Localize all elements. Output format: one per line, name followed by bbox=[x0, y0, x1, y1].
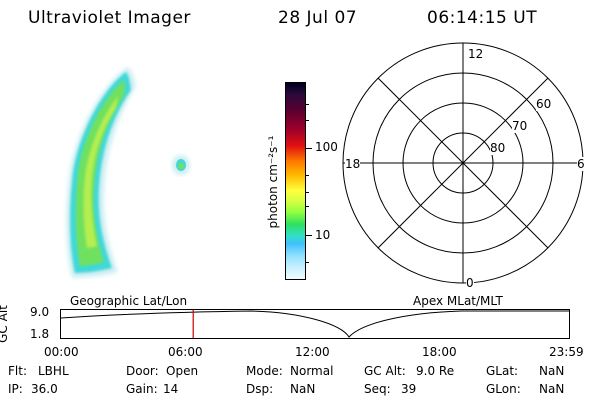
colorbar-minor-tick bbox=[306, 175, 309, 176]
observation-date: 28 Jul 07 bbox=[278, 8, 358, 28]
timeline-xtick-0000: 00:00 bbox=[44, 345, 79, 359]
door-value: Open bbox=[166, 364, 199, 378]
mlt-label-6: 6 bbox=[577, 157, 585, 171]
mode-value: Normal bbox=[290, 364, 334, 378]
timeline-ymax: 9.0 bbox=[30, 305, 50, 319]
timeline-xtick-1800: 18:00 bbox=[422, 345, 457, 359]
ip-value: 36.0 bbox=[31, 382, 58, 396]
mlt-label-0: 0 bbox=[466, 276, 474, 290]
colorbar-minor-tick bbox=[306, 192, 309, 193]
dsp-value: NaN bbox=[290, 382, 316, 396]
altitude-curve bbox=[61, 310, 569, 338]
colorbar-tick-10 bbox=[306, 235, 312, 236]
altitude-line bbox=[61, 310, 569, 338]
colorbar-minor-tick bbox=[306, 104, 309, 105]
mlat-label-60: 60 bbox=[536, 97, 552, 111]
mlat-label-80: 80 bbox=[490, 141, 506, 155]
mlat-label-70: 70 bbox=[512, 119, 528, 133]
colorbar-minor-tick bbox=[306, 206, 309, 207]
gcalt-value: 9.0 Re bbox=[416, 364, 455, 378]
door-label: Door: bbox=[126, 364, 159, 378]
timeline-xtick-0600: 06:00 bbox=[168, 345, 203, 359]
timeline-xtick-2359: 23:59 bbox=[549, 345, 584, 359]
aurora-bright-streak bbox=[83, 96, 118, 248]
auroral-image bbox=[66, 67, 190, 278]
mlt-label-12: 12 bbox=[468, 47, 484, 61]
instrument-title: Ultraviolet Imager bbox=[28, 8, 191, 28]
glat-value: NaN bbox=[539, 364, 565, 378]
timeline-xtick-1200: 12:00 bbox=[295, 345, 330, 359]
emission-spot-core bbox=[178, 163, 184, 169]
dsp-label: Dsp: bbox=[246, 382, 274, 396]
observation-time: 06:14:15 UT bbox=[427, 8, 538, 28]
timeline-ymin: 1.8 bbox=[30, 327, 50, 341]
gain-label: Gain: bbox=[126, 382, 158, 396]
ip-label: IP: bbox=[8, 382, 23, 396]
timeline-apex-title: Apex MLat/MLT bbox=[413, 294, 503, 308]
glon-value: NaN bbox=[539, 382, 565, 396]
seq-value: 39 bbox=[401, 382, 417, 396]
intensity-colorbar bbox=[285, 82, 306, 280]
polar-grid bbox=[342, 42, 584, 284]
colorbar-label-10: 10 bbox=[315, 228, 331, 242]
gcalt-label: GC Alt: bbox=[364, 364, 406, 378]
mlt-label-18: 18 bbox=[345, 157, 361, 171]
timeline-yaxis-label: GC Alt bbox=[0, 305, 10, 343]
colorbar-minor-tick bbox=[306, 120, 309, 121]
colorbar-tick-100 bbox=[306, 148, 312, 149]
meridian-diag-2 bbox=[377, 77, 549, 249]
seq-label: Seq: bbox=[364, 382, 391, 396]
orbit-altitude-timeline[interactable] bbox=[60, 309, 570, 339]
flt-label: Flt: bbox=[8, 364, 27, 378]
mode-label: Mode: bbox=[246, 364, 283, 378]
glon-label: GLon: bbox=[486, 382, 521, 396]
colorbar-label-100: 100 bbox=[315, 140, 338, 154]
gain-value: 14 bbox=[163, 382, 179, 396]
flt-value: LBHL bbox=[38, 364, 69, 378]
colorbar-minor-tick bbox=[306, 262, 309, 263]
timeline-geo-title: Geographic Lat/Lon bbox=[70, 294, 188, 308]
colorbar-unit-label: photon cm⁻²s⁻¹ bbox=[266, 135, 280, 229]
glat-label: GLat: bbox=[486, 364, 519, 378]
